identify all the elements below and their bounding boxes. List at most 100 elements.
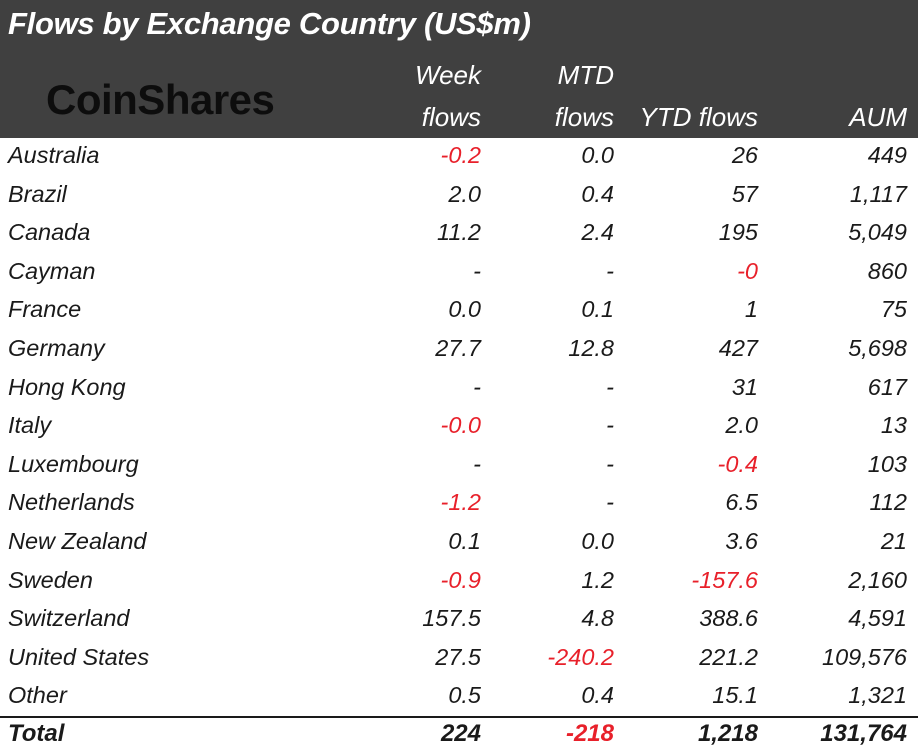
ytd-value: 427 xyxy=(718,334,758,361)
ytd-value: -0.4 xyxy=(717,450,759,477)
table-row: Sweden -0.9 1.2 -157.6 2,160 xyxy=(0,563,918,602)
week-value: - xyxy=(473,257,481,284)
table-header: Flows by Exchange Country (US$m) CoinSha… xyxy=(0,0,918,138)
table-title: Flows by Exchange Country (US$m) xyxy=(8,6,531,41)
aum-value: 5,049 xyxy=(848,219,907,246)
country-name: Cayman xyxy=(8,257,96,284)
header-ytd: YTD flows xyxy=(639,102,758,132)
table-row: Luxembourg - - -0.4 103 xyxy=(0,447,918,486)
aum-value: 1,117 xyxy=(849,180,907,207)
mtd-value: 0.4 xyxy=(581,180,614,207)
table-row: Switzerland 157.5 4.8 388.6 4,591 xyxy=(0,601,918,640)
mtd-value: 0.0 xyxy=(581,527,614,554)
table-row: United States 27.5 -240.2 221.2 109,576 xyxy=(0,640,918,679)
country-name: France xyxy=(8,296,82,323)
aum-value: 4,591 xyxy=(848,605,907,632)
ytd-value: 388.6 xyxy=(699,605,758,632)
aum-value: 109,576 xyxy=(822,643,907,670)
total-mtd: -218 xyxy=(565,720,614,747)
table-row: France 0.0 0.1 1 75 xyxy=(0,292,918,331)
week-value: 2.0 xyxy=(448,180,481,207)
table-row: Hong Kong - - 31 617 xyxy=(0,370,918,409)
mtd-value: 2.4 xyxy=(581,219,614,246)
week-value: 0.0 xyxy=(448,296,481,323)
table-row: Italy -0.0 - 2.0 13 xyxy=(0,408,918,447)
ytd-value: 195 xyxy=(718,219,758,246)
mtd-value: - xyxy=(606,489,614,516)
country-name: Germany xyxy=(8,334,105,361)
table-row: Germany 27.7 12.8 427 5,698 xyxy=(0,331,918,370)
mtd-value: -240.2 xyxy=(547,643,614,670)
header-week-line2: flows xyxy=(421,102,481,132)
week-value: 11.2 xyxy=(437,219,481,246)
aum-value: 2,160 xyxy=(848,566,907,593)
mtd-value: - xyxy=(606,450,614,477)
header-week-line1: Week xyxy=(415,60,481,90)
ytd-value: 31 xyxy=(731,373,758,400)
week-value: -1.2 xyxy=(440,489,482,516)
aum-value: 75 xyxy=(880,296,907,323)
total-divider xyxy=(0,716,918,718)
week-value: -0.2 xyxy=(440,142,482,168)
ytd-value: 2.0 xyxy=(725,412,758,439)
country-name: Australia xyxy=(8,142,100,168)
mtd-value: - xyxy=(606,412,614,439)
ytd-value: 6.5 xyxy=(725,489,758,516)
aum-value: 617 xyxy=(867,373,907,400)
mtd-value: 0.0 xyxy=(581,142,614,168)
aum-value: 13 xyxy=(880,412,907,439)
header-mtd-line2: flows xyxy=(554,102,614,132)
aum-value: 449 xyxy=(867,142,907,168)
country-name: Canada xyxy=(8,219,91,246)
mtd-value: - xyxy=(606,257,614,284)
total-ytd: 1,218 xyxy=(697,720,758,747)
total-week: 224 xyxy=(440,720,481,747)
week-value: - xyxy=(473,450,481,477)
week-value: 0.1 xyxy=(448,527,481,554)
aum-value: 21 xyxy=(880,527,907,554)
ytd-value: 1 xyxy=(744,296,758,323)
country-name: Switzerland xyxy=(8,605,130,632)
ytd-value: 3.6 xyxy=(725,527,758,554)
country-name: United States xyxy=(8,643,150,670)
ytd-value: -0 xyxy=(737,257,758,284)
aum-value: 860 xyxy=(867,257,907,284)
country-name: Brazil xyxy=(8,180,67,207)
table-row: Other 0.5 0.4 15.1 1,321 xyxy=(0,678,918,717)
country-name: Other xyxy=(8,682,67,709)
country-name: Luxembourg xyxy=(8,450,139,477)
table-row: Canada 11.2 2.4 195 5,049 xyxy=(0,215,918,254)
week-value: 157.5 xyxy=(422,605,481,632)
ytd-value: 26 xyxy=(731,142,758,168)
mtd-value: 1.2 xyxy=(581,566,614,593)
country-name: Sweden xyxy=(8,566,93,593)
total-label: Total xyxy=(8,720,65,747)
table-row: New Zealand 0.1 0.0 3.6 21 xyxy=(0,524,918,563)
mtd-value: - xyxy=(606,373,614,400)
ytd-value: 57 xyxy=(731,180,758,207)
week-value: - xyxy=(473,373,481,400)
mtd-value: 0.4 xyxy=(581,682,614,709)
total-aum: 131,764 xyxy=(820,720,907,747)
week-value: -0.0 xyxy=(440,412,482,439)
header-mtd-line1: MTD xyxy=(557,60,614,90)
mtd-value: 0.1 xyxy=(581,296,614,323)
total-row: Total 224 -218 1,218 131,764 xyxy=(0,718,918,751)
header-aum: AUM xyxy=(849,102,907,132)
country-name: Netherlands xyxy=(8,489,135,516)
country-name: Hong Kong xyxy=(8,373,126,400)
aum-value: 1,321 xyxy=(848,682,907,709)
table-row: Australia -0.2 0.0 26 449 xyxy=(0,138,918,177)
mtd-value: 12.8 xyxy=(568,334,614,361)
country-name: Italy xyxy=(8,412,52,439)
coinshares-logo: CoinShares xyxy=(46,76,275,123)
aum-value: 103 xyxy=(867,450,907,477)
week-value: 27.7 xyxy=(435,334,481,361)
aum-value: 112 xyxy=(869,489,907,516)
mtd-value: 4.8 xyxy=(581,605,614,632)
ytd-value: 221.2 xyxy=(699,643,758,670)
table-row: Netherlands -1.2 - 6.5 112 xyxy=(0,485,918,524)
ytd-value: -157.6 xyxy=(691,566,758,593)
table-body: Australia -0.2 0.0 26 449 Brazil 2.0 0.4 57 1,117… xyxy=(0,138,918,717)
week-value: -0.9 xyxy=(440,566,482,593)
